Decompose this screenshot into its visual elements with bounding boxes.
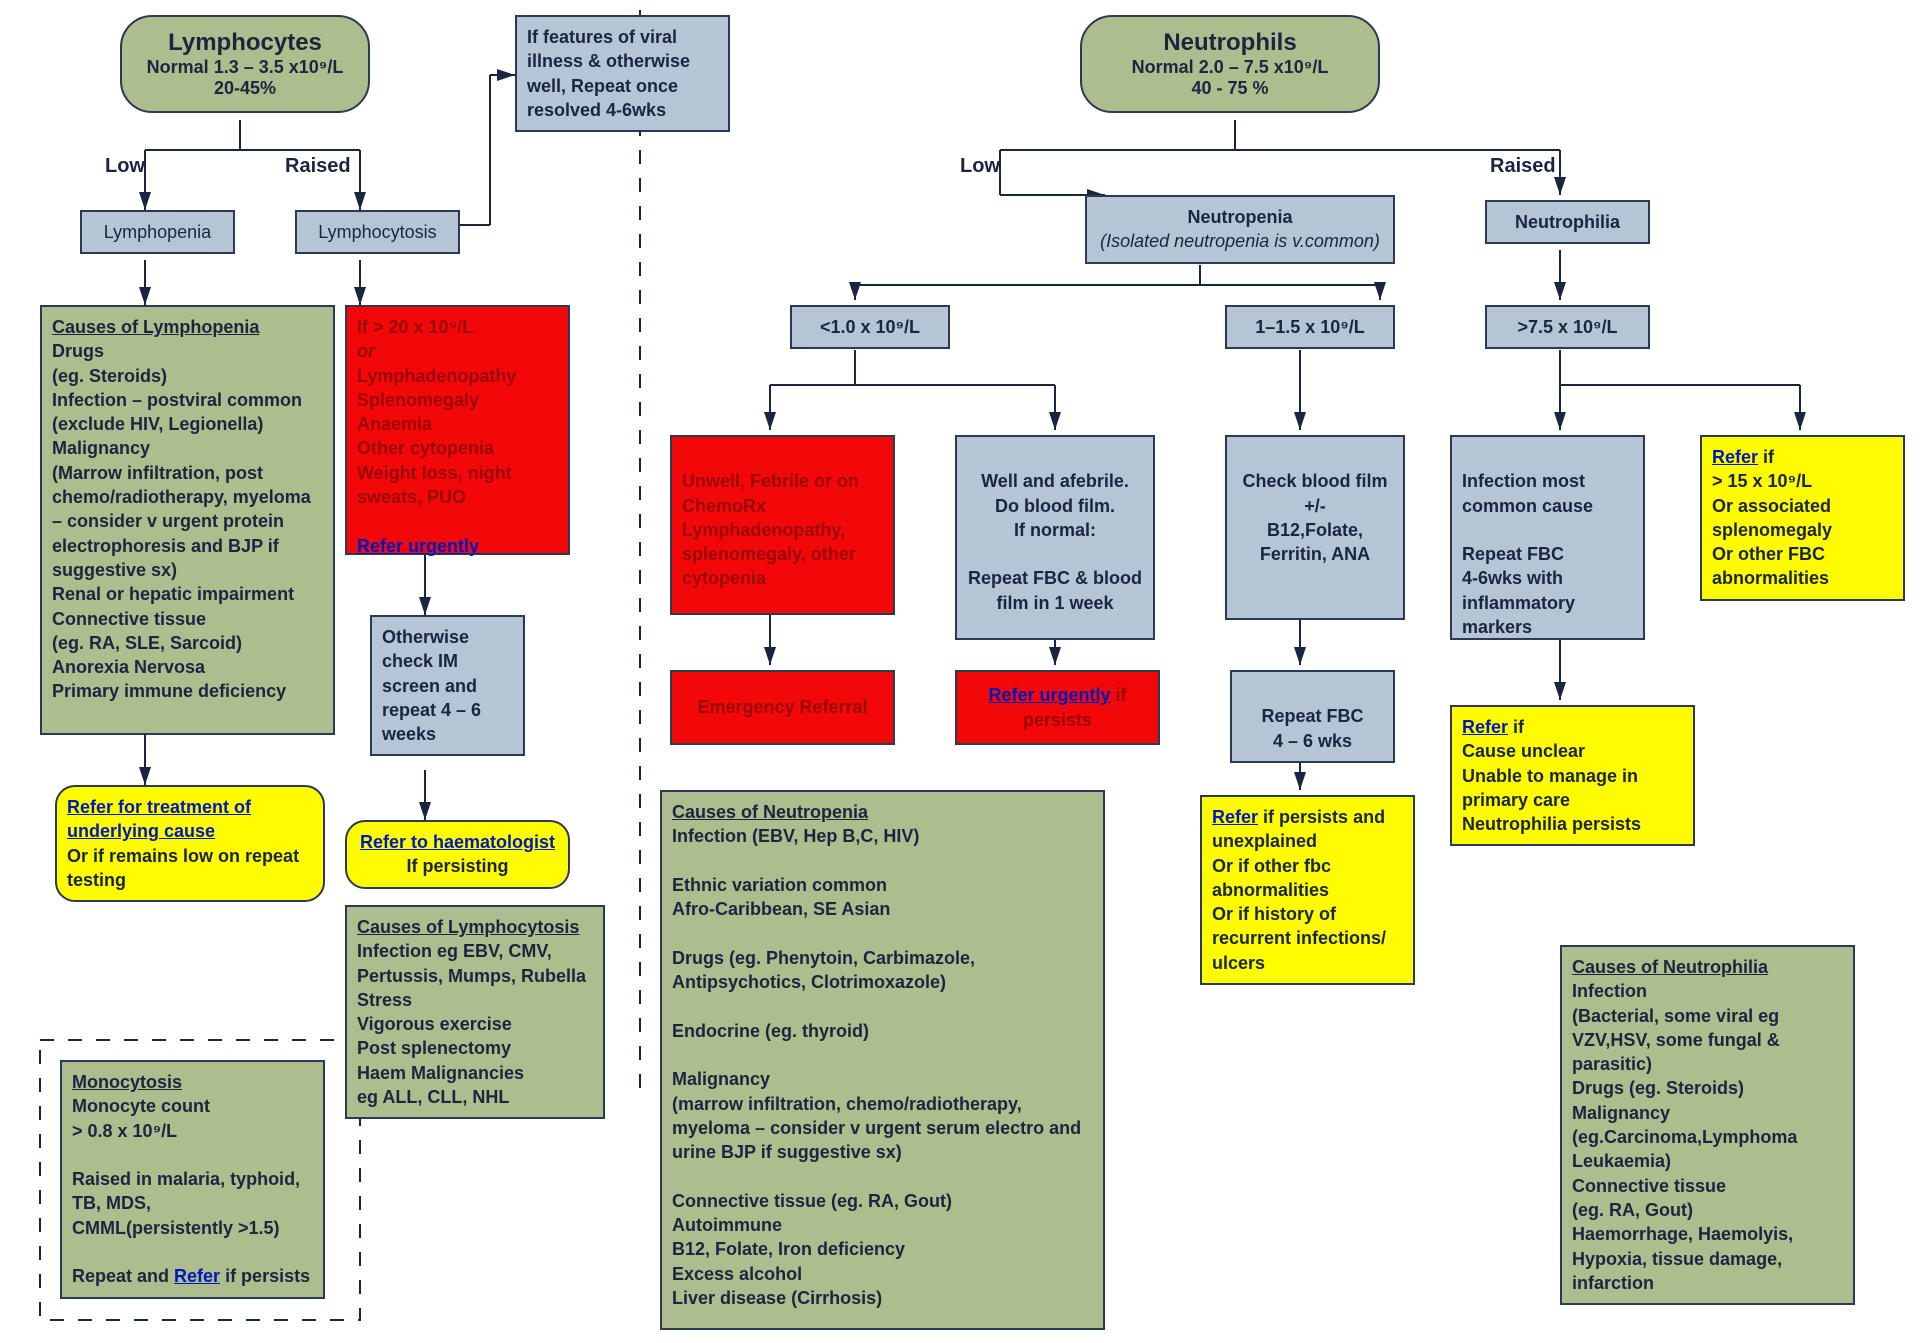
lt1-text: <1.0 x 10⁹/L	[820, 317, 920, 337]
neutropenia-node: Neutropenia (Isolated neutropenia is v.c…	[1085, 195, 1395, 264]
neut-raised-label: Raised	[1490, 155, 1556, 178]
neutrophilia-text: Neutrophilia	[1515, 212, 1620, 232]
gt75-node: >7.5 x 10⁹/L	[1485, 305, 1650, 349]
emergency-box: Emergency Referral	[670, 670, 895, 745]
causes-neutrophilia-title: Causes of Neutrophilia	[1572, 957, 1768, 977]
neutrophils-pct: 40 - 75 %	[1100, 78, 1360, 99]
viral-text: If features of viral illness & otherwise…	[527, 27, 690, 120]
mid-node: 1–1.5 x 10⁹/L	[1225, 305, 1395, 349]
lymph-low-label: Low	[105, 155, 145, 178]
im-text: Otherwise check IM screen and repeat 4 –…	[382, 627, 481, 744]
well-box: Well and afebrile. Do blood film. If nor…	[955, 435, 1155, 640]
im-screen-box: Otherwise check IM screen and repeat 4 –…	[370, 615, 525, 756]
causes-lymphopenia-box: Causes of Lymphopenia Drugs (eg. Steroid…	[40, 305, 335, 735]
mono-line2: > 0.8 x 10⁹/L	[72, 1121, 177, 1141]
yellow-persist-body: if persists and unexplained Or if other …	[1212, 807, 1386, 973]
lymphocytes-pct: 20-45%	[140, 78, 350, 99]
causes-neutropenia-box: Causes of Neutropenia Infection (EBV, He…	[660, 790, 1105, 1330]
neutropenia-sub: (Isolated neutropenia is v.common)	[1100, 231, 1380, 251]
causes-lymphopenia-bold: consider v urgent protein electrophoresi…	[52, 511, 284, 580]
causes-neutropenia-title: Causes of Neutropenia	[672, 802, 868, 822]
neutropenia-title: Neutropenia	[1187, 207, 1292, 227]
refer-haem-link[interactable]: Refer to haematologist	[360, 832, 555, 852]
red-refer-link[interactable]: Refer urgently	[357, 536, 479, 556]
lymphocytosis-red-box: If > 20 x 10⁹/L or Lymphadenopathy Splen…	[345, 305, 570, 555]
yellow-cause-link[interactable]: Refer	[1462, 717, 1508, 737]
lymphocytes-title: Lymphocytes	[140, 29, 350, 57]
repeat46-text: Repeat FBC 4 – 6 wks	[1261, 706, 1363, 750]
refer-haem-box: Refer to haematologist If persisting	[345, 820, 570, 889]
causes-lymphopenia-title: Causes of Lymphopenia	[52, 317, 259, 337]
well-text: Well and afebrile. Do blood film. If nor…	[968, 471, 1142, 612]
mono-body: Raised in malaria, typhoid, TB, MDS, CMM…	[72, 1169, 300, 1238]
lymphocytes-header: Lymphocytes Normal 1.3 – 3.5 x10⁹/L 20-4…	[120, 15, 370, 113]
neutrophilia-node: Neutrophilia	[1485, 200, 1650, 244]
lymph-raised-label: Raised	[285, 155, 351, 178]
causes-lymphocytosis-body: Infection eg EBV, CMV, Pertussis, Mumps,…	[357, 941, 586, 1107]
checkfilm-box: Check blood film +/- B12,Folate, Ferriti…	[1225, 435, 1405, 620]
refer15-link[interactable]: Refer	[1712, 447, 1758, 467]
red-line1: If > 20 x 10⁹/L	[357, 317, 473, 337]
lymphocytes-range: Normal 1.3 – 3.5 x10⁹/L	[140, 57, 350, 78]
mono-tail-pre: Repeat and	[72, 1266, 174, 1286]
lymphocytosis-node: Lymphocytosis	[295, 210, 460, 254]
neutrophils-range: Normal 2.0 – 7.5 x10⁹/L	[1100, 57, 1360, 78]
causes-neutropenia-body1: Infection (EBV, Hep B,C, HIV) Ethnic var…	[672, 826, 1022, 1138]
refer-persist-box: Refer urgently if persists	[955, 670, 1160, 745]
mono-title: Monocytosis	[72, 1072, 182, 1092]
yellow-cause-box: Refer if Cause unclear Unable to manage …	[1450, 705, 1695, 846]
lymphopenia-text: Lymphopenia	[104, 222, 211, 242]
refer-underlying-tail: Or if remains low on repeat testing	[67, 846, 299, 890]
mono-tail-post: if persists	[220, 1266, 310, 1286]
mono-refer-link[interactable]: Refer	[174, 1266, 220, 1286]
refer15-body: if > 15 x 10⁹/L Or associated splenomega…	[1712, 447, 1832, 588]
causes-lymphopenia-body: Drugs (eg. Steroids) Infection – postvir…	[52, 341, 311, 531]
mid-text: 1–1.5 x 10⁹/L	[1255, 317, 1365, 337]
neutrophils-header: Neutrophils Normal 2.0 – 7.5 x10⁹/L 40 -…	[1080, 15, 1380, 113]
emergency-text: Emergency Referral	[697, 695, 867, 719]
unwell-text: Unwell, Febrile or on ChemoRx Lymphadeno…	[682, 471, 859, 588]
refer-underlying-box: Refer for treatment of underlying cause …	[55, 785, 325, 902]
lt1-node: <1.0 x 10⁹/L	[790, 305, 950, 349]
neut-low-label: Low	[960, 155, 1000, 178]
causes-neutrophilia-box: Causes of Neutrophilia Infection (Bacter…	[1560, 945, 1855, 1305]
infection-common-box: Infection most common cause Repeat FBC 4…	[1450, 435, 1645, 640]
red-list: Lymphadenopathy Splenomegaly Anaemia Oth…	[357, 366, 516, 507]
refer-persist-link[interactable]: Refer urgently	[988, 685, 1110, 705]
lymphocytosis-text: Lymphocytosis	[318, 222, 436, 242]
causes-lymphocytosis-box: Causes of Lymphocytosis Infection eg EBV…	[345, 905, 605, 1119]
unwell-box: Unwell, Febrile or on ChemoRx Lymphadeno…	[670, 435, 895, 615]
causes-neutrophilia-body: Infection (Bacterial, some viral eg VZV,…	[1572, 981, 1797, 1293]
yellow-persist-box: Refer if persists and unexplained Or if …	[1200, 795, 1415, 985]
viral-illness-box: If features of viral illness & otherwise…	[515, 15, 730, 132]
red-or: or	[357, 341, 375, 361]
monocytosis-box: Monocytosis Monocyte count > 0.8 x 10⁹/L…	[60, 1060, 325, 1299]
lymphopenia-node: Lymphopenia	[80, 210, 235, 254]
causes-lymphopenia-tail: Renal or hepatic impairment Connective t…	[52, 584, 294, 701]
infection-common-text: Infection most common cause Repeat FBC 4…	[1462, 471, 1593, 637]
gt75-text: >7.5 x 10⁹/L	[1517, 317, 1617, 337]
refer-underlying-link[interactable]: Refer for treatment of underlying cause	[67, 797, 251, 841]
refer-haem-persist: If persisting	[406, 856, 508, 876]
checkfilm-text: Check blood film +/- B12,Folate, Ferriti…	[1242, 471, 1387, 564]
causes-lymphocytosis-title: Causes of Lymphocytosis	[357, 917, 579, 937]
yellow-persist-link[interactable]: Refer	[1212, 807, 1258, 827]
refer15-box: Refer if > 15 x 10⁹/L Or associated sple…	[1700, 435, 1905, 601]
mono-line1: Monocyte count	[72, 1096, 210, 1116]
neutrophils-title: Neutrophils	[1100, 29, 1360, 57]
causes-neutropenia-body2: Connective tissue (eg. RA, Gout) Autoimm…	[672, 1191, 952, 1308]
repeat46-box: Repeat FBC 4 – 6 wks	[1230, 670, 1395, 763]
